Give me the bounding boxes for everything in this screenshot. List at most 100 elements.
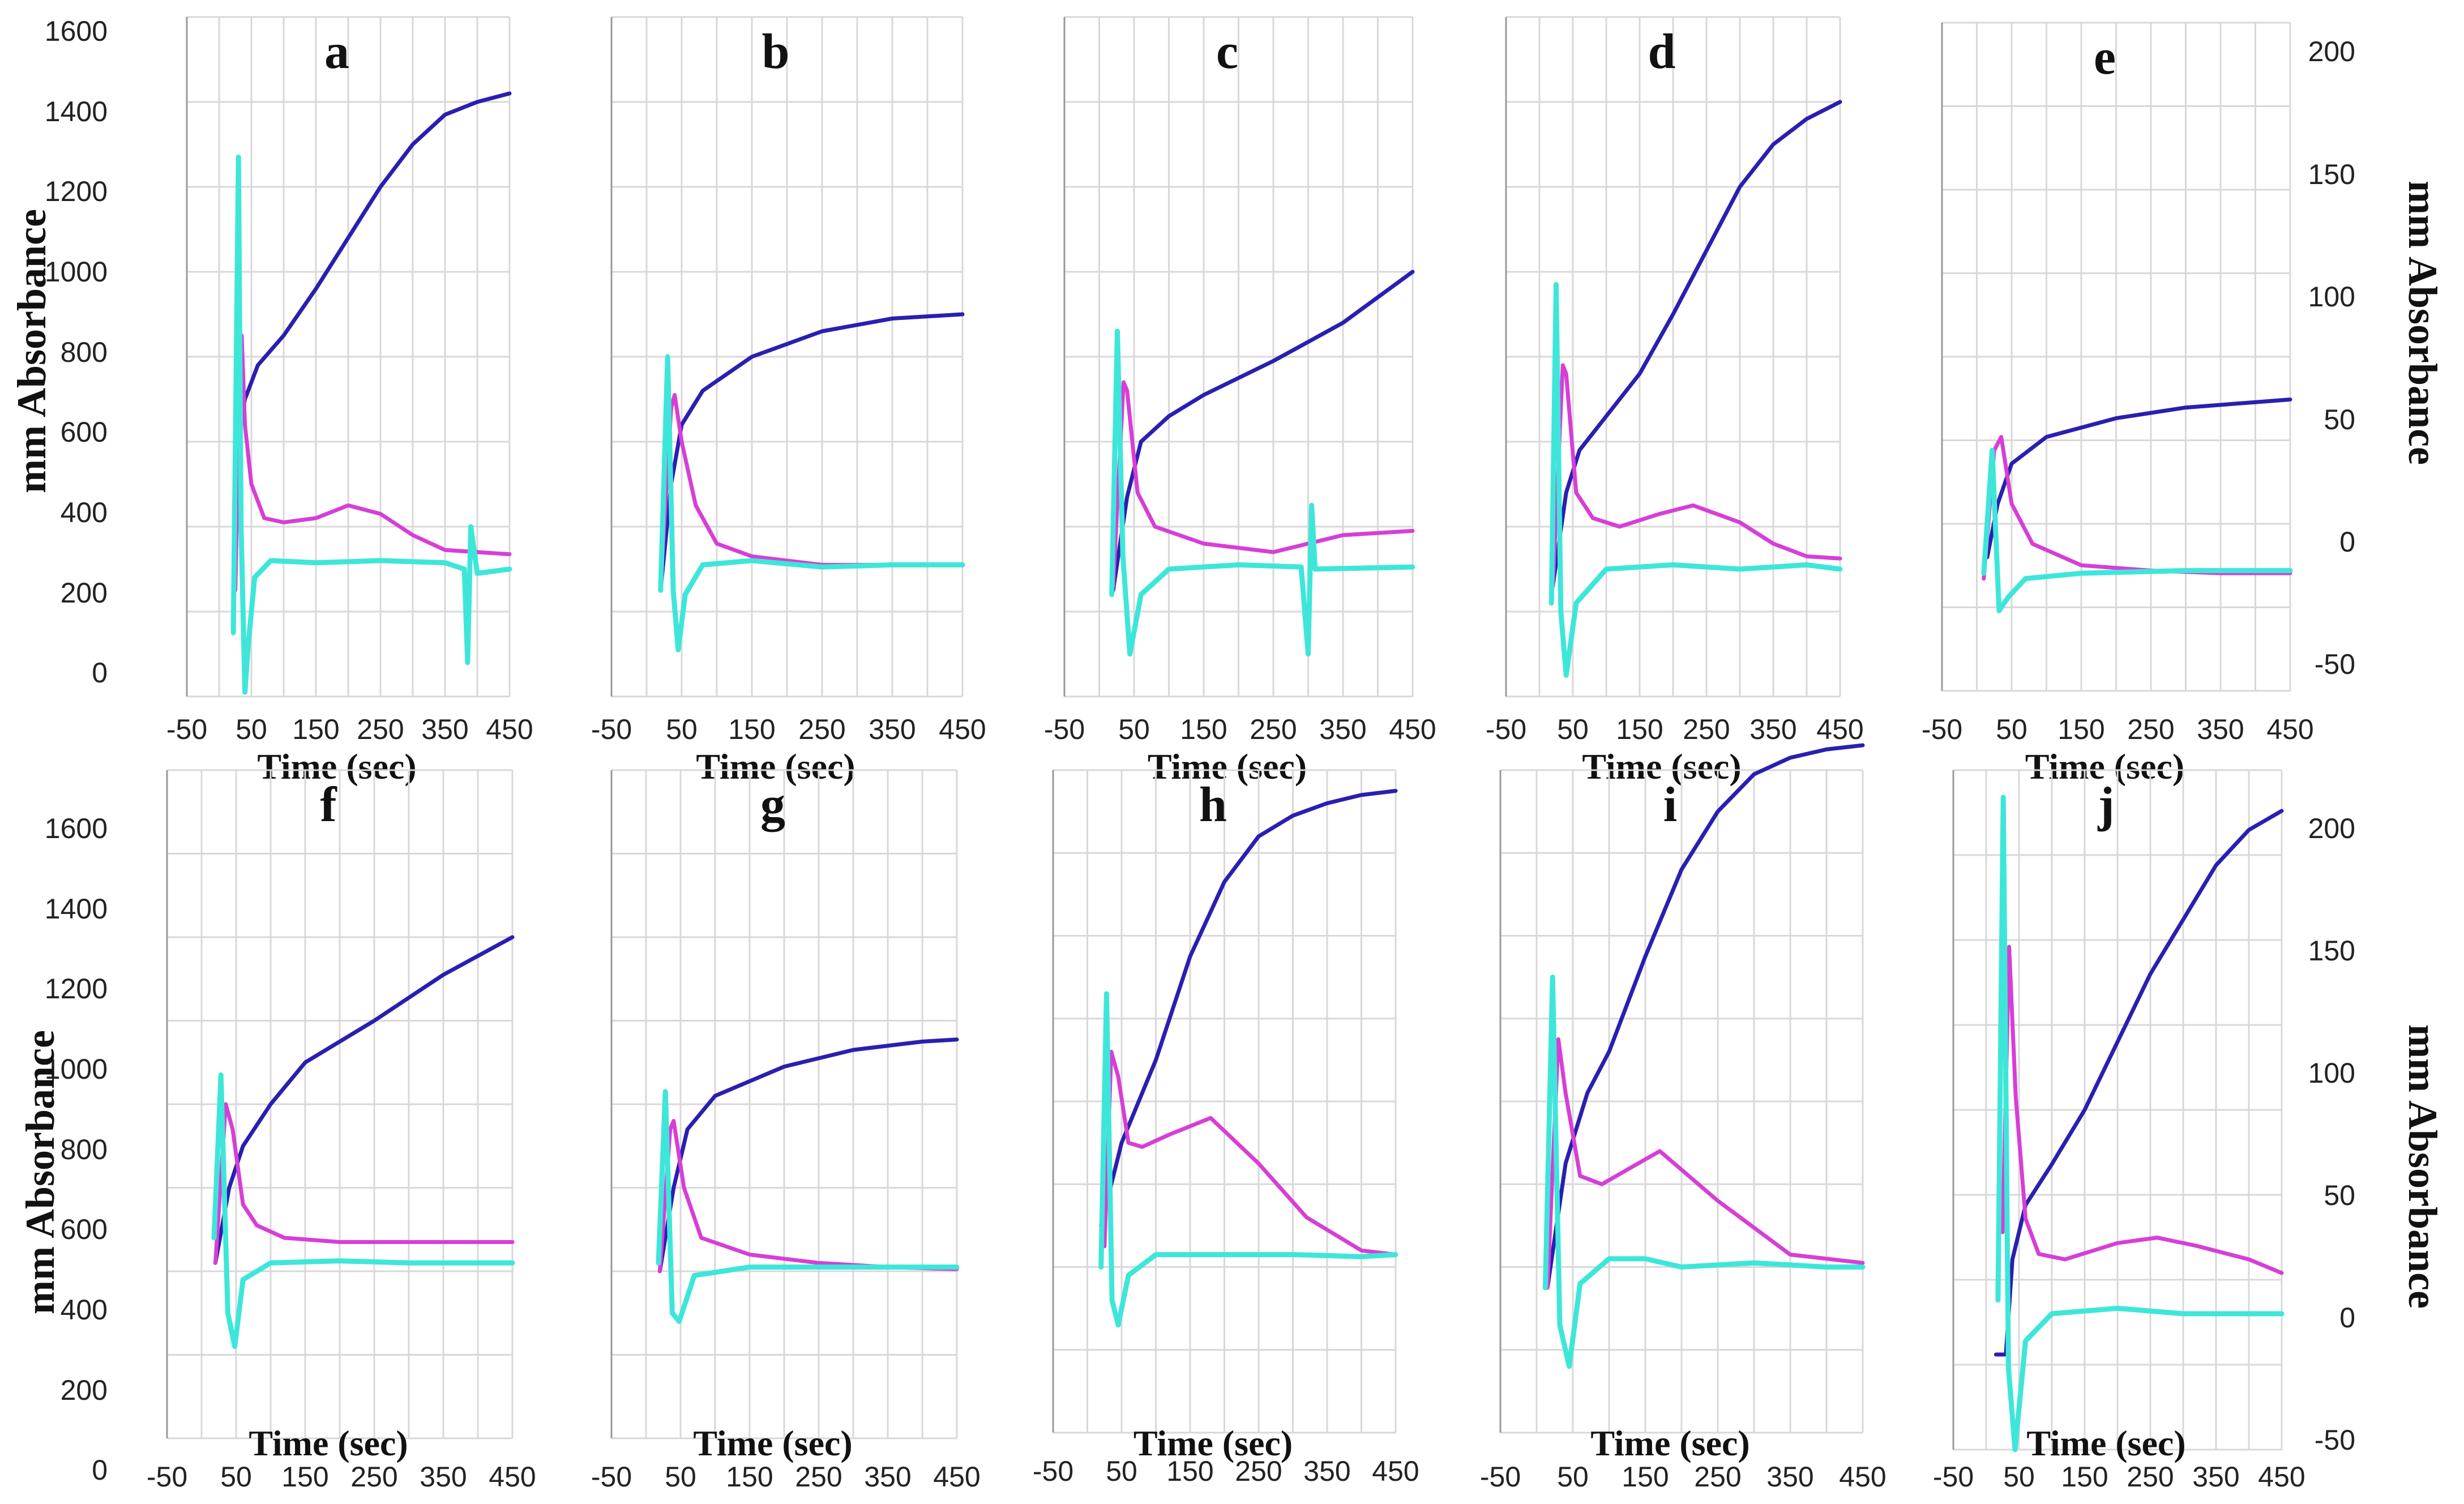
left-axis-top: 1600 1400 1200 1000 800 600 400 200 0 [45,15,108,689]
x-tick: 250 [357,713,404,745]
right-tick: 200 [2308,36,2355,67]
series-line-magenta [1551,363,1842,588]
x-tick: 250 [1694,1461,1741,1493]
series-line-cyan [1109,328,1415,657]
x-tick: 250 [1235,1455,1282,1487]
left-tick: 1400 [45,96,108,127]
panel-label: c [1216,24,1238,79]
x-tick: 450 [939,713,986,745]
series-line-blue [1111,270,1415,592]
series-line-cyan [1981,447,2293,613]
x-tick: 50 [665,1461,696,1493]
panel-label: a [324,24,349,79]
panel-b: b -50 50 150 250 350 450 Time (sec) [591,16,986,787]
x-tick: 350 [869,713,916,745]
x-tick: 150 [728,713,775,745]
x-tick: 250 [795,1461,842,1493]
series-line-magenta [657,1119,959,1274]
x-tick: 50 [666,713,698,745]
x-axis-title: Time (sec) [1133,1423,1293,1463]
right-ylabel-top: mm Absorbance [2400,181,2445,465]
x-tick: 450 [1389,713,1436,745]
x-tick: 50 [1996,713,2027,745]
x-tick: 50 [1557,713,1589,745]
x-tick: 250 [798,713,845,745]
series-line-magenta [658,393,965,588]
right-tick: 0 [2339,526,2355,558]
left-tick: 1600 [45,813,108,844]
panel-a: a -50 50 150 250 350 450 Time (sec) [166,16,533,787]
x-tick: 50 [2003,1461,2035,1493]
left-tick: 800 [61,1134,108,1165]
panel-f: f -50 50 150 250 350 450 Time (sec) [147,769,536,1493]
left-tick: 1000 [45,256,108,288]
series-line-blue [1099,789,1398,1228]
left-ylabel-bottom: mm Absorbance [18,1030,63,1314]
x-tick: -50 [1033,1455,1073,1487]
series-line-cyan [1542,975,1866,1369]
x-tick: 350 [2197,713,2244,745]
series-line-magenta [1982,435,2292,581]
x-tick: 250 [1683,713,1730,745]
left-tick: 600 [61,416,108,448]
left-tick: 1200 [45,973,108,1005]
panel-label: j [2097,777,2114,832]
panel-c: c -50 50 150 250 350 450 Time (sec) [1044,16,1436,787]
x-tick: 450 [1839,1461,1886,1493]
right-tick: 150 [2308,935,2355,967]
x-tick: 250 [2127,713,2174,745]
x-tick: 350 [864,1461,911,1493]
x-axis-title: Time (sec) [2026,1423,2185,1463]
series-line-blue [658,312,965,592]
x-tick: -50 [1922,713,1962,745]
left-tick: 200 [61,1374,108,1406]
panel-label: f [320,777,337,832]
left-tick: 600 [61,1214,108,1245]
x-axis-title: Time (sec) [1148,746,1307,787]
right-axis-top: 200 150 100 50 0 -50 [2308,36,2355,680]
x-tick: 450 [1372,1455,1419,1487]
x-tick: 450 [489,1461,536,1493]
x-tick: 250 [2127,1461,2174,1493]
series-line-cyan [1548,282,1843,678]
panel-label: e [2094,30,2116,85]
series-line-blue [1545,743,1865,1290]
left-tick: 0 [92,657,108,689]
x-tick: -50 [591,1461,632,1493]
x-tick: 350 [421,713,468,745]
x-tick: 250 [350,1461,397,1493]
x-tick: 50 [236,713,267,745]
series-line-magenta [1111,380,1415,588]
x-axis-title: Time (sec) [1590,1423,1749,1463]
left-tick: 200 [61,577,108,609]
x-tick: 150 [281,1461,328,1493]
x-tick: 150 [2061,1461,2108,1493]
x-tick: 150 [2057,713,2104,745]
panel-label: h [1199,777,1227,832]
right-tick: 200 [2308,813,2355,844]
right-axis-bottom: 200 150 100 50 0 -50 [2308,813,2355,1456]
panels-group: a -50 50 150 250 350 450 Time (sec) b -50 50 150 250… [147,16,2314,1493]
x-tick: 150 [726,1461,773,1493]
right-tick: 0 [2339,1302,2355,1334]
panel-label: b [762,24,790,79]
series-line-cyan [211,1072,515,1349]
series-line-magenta [2000,945,2284,1275]
panel-label: i [1663,777,1677,832]
series-line-cyan [656,1089,960,1324]
x-tick: -50 [1486,713,1526,745]
panel-i: i -50 50 150 250 350 450 Time (sec) [1480,743,1886,1493]
left-axis-bottom: 1600 1400 1200 1000 800 600 400 200 0 [45,813,108,1486]
left-tick: 1600 [45,15,108,47]
x-tick: -50 [1480,1461,1521,1493]
right-tick: 100 [2308,281,2355,313]
x-tick: 450 [2258,1461,2305,1493]
x-tick: -50 [147,1461,187,1493]
x-tick: -50 [591,713,632,745]
left-tick: 1000 [45,1053,108,1085]
panel-label: d [1648,24,1676,79]
x-tick: 50 [220,1461,252,1493]
x-axis-title: Time (sec) [257,746,416,787]
x-tick: 50 [1118,713,1150,745]
